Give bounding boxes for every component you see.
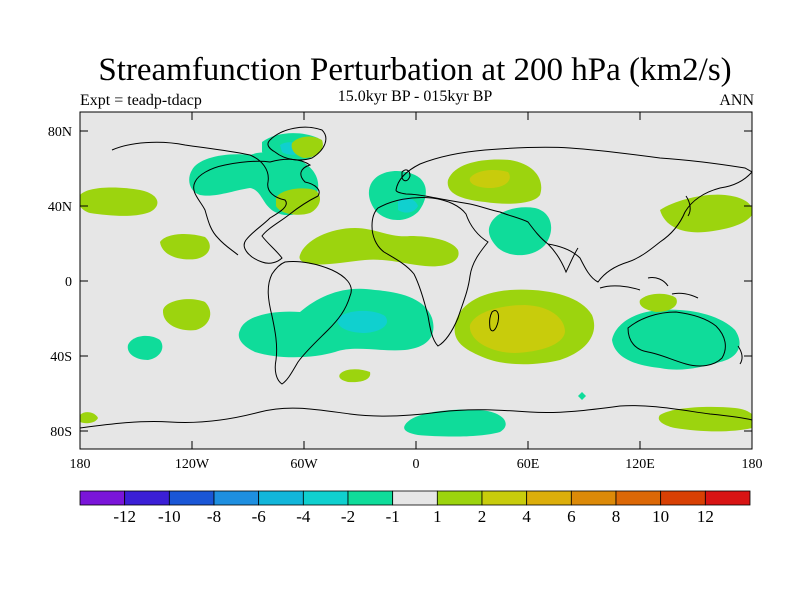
colorbar-label: 4: [522, 507, 531, 526]
colorbar-swatch: [258, 490, 304, 506]
colorbar-label: 10: [652, 507, 669, 526]
lon-label-120e: 120E: [625, 457, 655, 472]
coastlines: [80, 126, 752, 429]
coastline-africa: [371, 197, 489, 347]
colorbar-label: -4: [296, 507, 311, 526]
lat-label-40n: 40N: [48, 200, 72, 215]
lon-label-120w: 120W: [175, 457, 210, 472]
lat-label-eq: 0: [65, 275, 72, 290]
anomaly-negative-south-atlantic: [238, 288, 434, 358]
anomaly-positive-core-indian: [469, 305, 565, 353]
anomaly-fields: [80, 133, 752, 437]
coastline-australia: [627, 311, 726, 367]
colorbar-swatch: [124, 490, 170, 506]
anomaly-negative-australia: [612, 309, 740, 370]
colorbar-swatch: [481, 490, 528, 506]
longitude-ticks: [79, 112, 753, 449]
season-label: ANN: [719, 92, 754, 109]
anomaly-positive-east-pacific: [160, 234, 210, 260]
lat-label-80s: 80S: [50, 425, 72, 440]
colorbar-label: 1: [433, 507, 442, 526]
anomaly-positive-indonesia: [639, 293, 677, 312]
coastline-north-america: [111, 141, 320, 264]
colorbar-swatch: [436, 490, 483, 506]
colorbar-swatch: [704, 490, 751, 506]
anomaly-positive-west-pacific: [660, 194, 752, 233]
coastline-antarctica: [80, 405, 752, 429]
colorbar-swatch: [79, 490, 126, 506]
anomaly-negative-arabia: [488, 207, 552, 256]
colorbar-swatch: [168, 490, 215, 506]
lon-label-0: 0: [413, 457, 420, 472]
colorbar-swatch: [526, 490, 572, 506]
coastline-japan: [685, 195, 691, 217]
anomaly-negative-small: [578, 392, 586, 400]
anomaly-positive-southern-atlantic: [339, 369, 371, 383]
anomaly-positive-south-pacific: [162, 299, 211, 331]
longitude-labels: 180 120W 60W 0 60E 120E 180: [70, 457, 763, 472]
anomaly-negative-antarctic: [404, 409, 506, 437]
anomaly-negative-core-brazil: [337, 310, 388, 333]
colorbar-swatch: [347, 490, 394, 506]
colorbar-label: 6: [567, 507, 576, 526]
coastline-india: [547, 243, 579, 274]
anomaly-positive-arctic: [291, 136, 323, 158]
colorbar-swatch: [660, 490, 706, 506]
coastline-new-zealand: [737, 345, 743, 365]
latitude-ticks: [80, 130, 752, 432]
colorbar-label: -1: [386, 507, 400, 526]
map-background: [80, 112, 752, 449]
colorbar-label: 12: [697, 507, 714, 526]
colorbar-label: -2: [341, 507, 355, 526]
colorbar-label: -12: [113, 507, 136, 526]
colorbar-label: 2: [478, 507, 487, 526]
anomaly-positive-southern-ocean: [658, 406, 752, 432]
plot-subtitle: 15.0kyr BP - 015kyr BP: [337, 88, 493, 105]
coastline-indonesia: [599, 277, 699, 299]
lon-label-60e: 60E: [517, 457, 540, 472]
lon-label-60w: 60W: [290, 457, 318, 472]
colorbar-swatch: [302, 490, 349, 506]
colorbar-label: -10: [158, 507, 181, 526]
lon-label-180e: 180: [742, 457, 763, 472]
latitude-labels: 80N 40N 0 40S 80S: [48, 125, 72, 440]
colorbar-labels: -12 -10 -8 -6 -4 -2 -1 1 2 4 6 8 10 12: [113, 507, 713, 526]
colorbar-swatch: [392, 490, 438, 506]
coastline-british-isles: [401, 169, 411, 182]
lat-label-40s: 40S: [50, 350, 72, 365]
anomaly-positive-north-pacific: [80, 187, 158, 216]
lon-label-180w: 180: [70, 457, 91, 472]
colorbar-swatch: [570, 490, 617, 506]
colorbar: [79, 490, 751, 506]
colorbar-swatch: [615, 490, 662, 506]
plot-title: Streamfunction Perturbation at 200 hPa (…: [98, 52, 732, 88]
experiment-label: Expt = teadp-tdacp: [80, 92, 202, 109]
colorbar-label: 8: [612, 507, 621, 526]
anomaly-positive-nw-pacific: [80, 412, 98, 424]
anomaly-negative-south-pacific: [127, 335, 163, 360]
coastline-greenland: [267, 126, 327, 161]
anomaly-positive-core-eurasia: [469, 170, 510, 188]
colorbar-label: -8: [207, 507, 221, 526]
anomaly-positive-canada: [276, 188, 321, 215]
colorbar-swatch: [213, 490, 260, 506]
coastline-south-america: [267, 261, 352, 385]
coastline-eurasia: [395, 146, 752, 283]
colorbar-label: -6: [252, 507, 266, 526]
lat-label-80n: 80N: [48, 125, 72, 140]
coastline-madagascar: [489, 309, 499, 332]
anomaly-negative-core-atlantic: [398, 198, 418, 213]
